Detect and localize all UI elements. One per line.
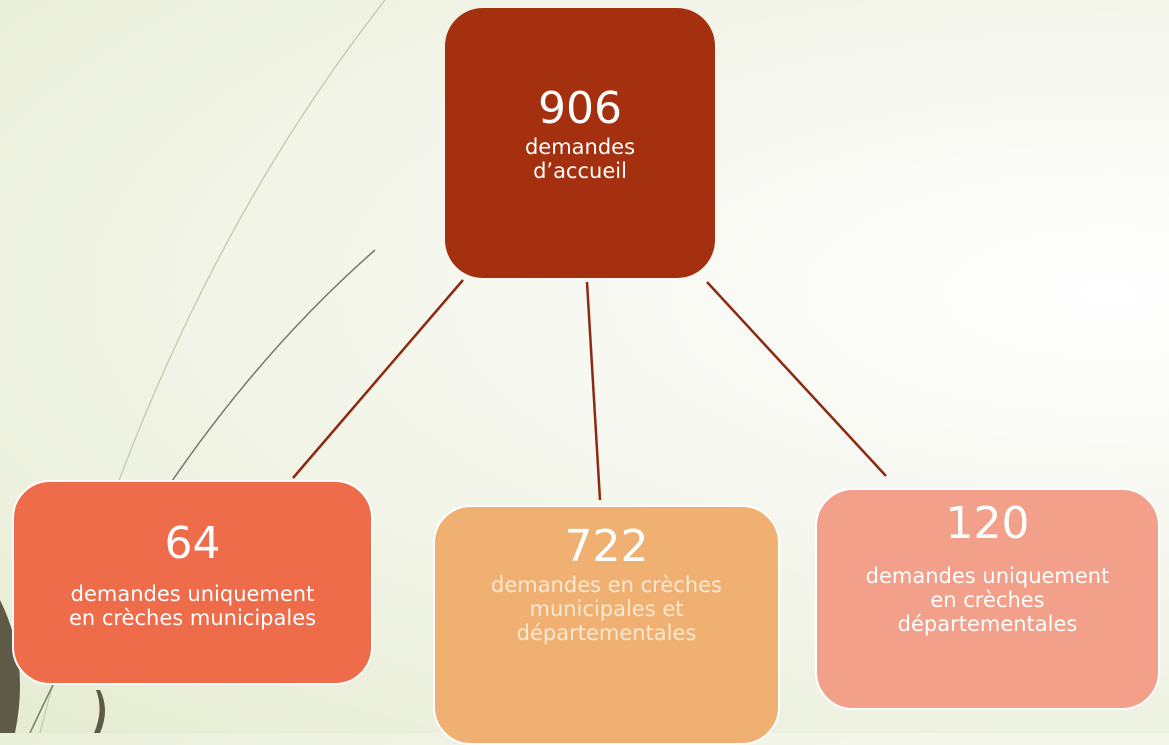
node-value: 64	[165, 518, 221, 570]
node: 120 demandes uniquement en crèches dépar…	[815, 488, 1160, 710]
node-label: demandes en crèches municipales et dépar…	[482, 573, 732, 645]
node-value: 906	[538, 83, 622, 135]
node-label: demandes d’accueil	[505, 135, 655, 183]
connector	[587, 282, 600, 500]
connector	[293, 280, 463, 478]
node-value: 120	[946, 498, 1030, 550]
node: 722 demandes en crèches municipales et d…	[433, 505, 780, 745]
node-value: 722	[565, 521, 649, 573]
deco-shape	[94, 690, 105, 733]
node: 64 demandes uniquement en crèches munici…	[12, 480, 373, 685]
connector	[707, 282, 886, 476]
node: 906 demandes d’accueil	[445, 8, 715, 278]
node-label: demandes uniquement en crèches départeme…	[863, 564, 1113, 636]
node-label: demandes uniquement en crèches municipal…	[68, 582, 318, 630]
slide: 906 demandes d’accueil 64 demandes uniqu…	[0, 0, 1169, 733]
